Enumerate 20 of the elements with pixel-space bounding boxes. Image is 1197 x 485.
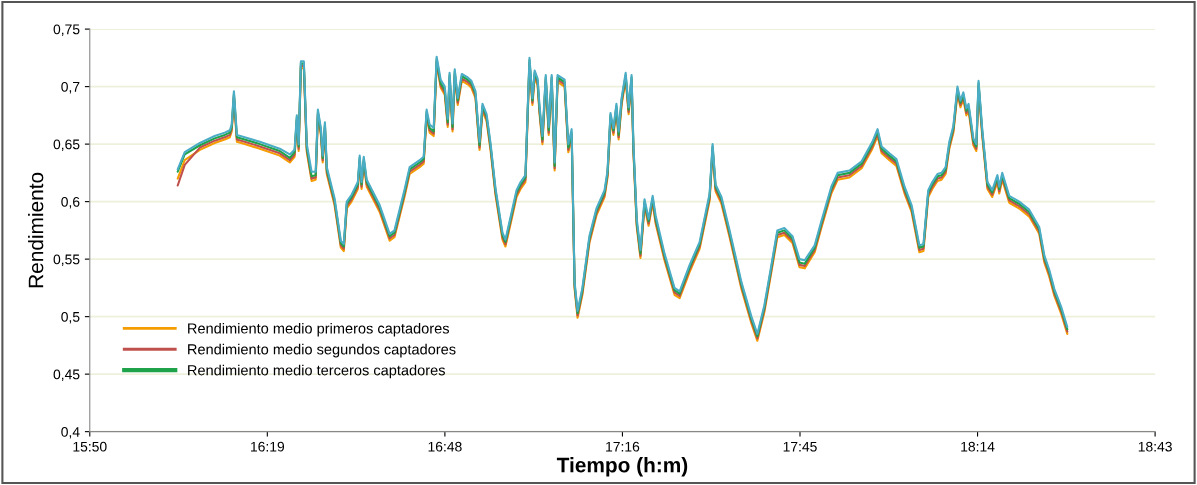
x-tick-label: 16:19: [251, 441, 285, 452]
y-tick-label: 0,5: [61, 311, 80, 324]
y-tick-label: 0,45: [53, 369, 80, 381]
y-tick-label: 0,55: [53, 254, 80, 266]
x-tick-label: 18:43: [1138, 441, 1172, 452]
y-axis-title: Rendimiento: [28, 172, 44, 288]
legend-label: Rendimiento medio segundos captadores: [188, 343, 456, 358]
y-tick-label: 0,4: [61, 426, 80, 439]
x-tick-label: 15:50: [73, 441, 107, 452]
y-tick-label: 0,65: [53, 139, 80, 151]
y-tick-label: 0,6: [61, 196, 80, 209]
legend-label: Rendimiento medio terceros captadores: [188, 364, 445, 379]
legend-label: Rendimiento medio primeros captadores: [188, 322, 450, 337]
x-tick-label: 16:48: [428, 441, 462, 452]
y-tick-label: 0,75: [53, 24, 80, 36]
x-tick-label: 17:45: [783, 441, 817, 452]
x-axis-title: Tiempo (h:m): [556, 457, 688, 477]
x-tick-label: 17:16: [606, 441, 640, 452]
x-tick-label: 18:14: [961, 441, 995, 452]
y-tick-label: 0,7: [61, 81, 80, 94]
